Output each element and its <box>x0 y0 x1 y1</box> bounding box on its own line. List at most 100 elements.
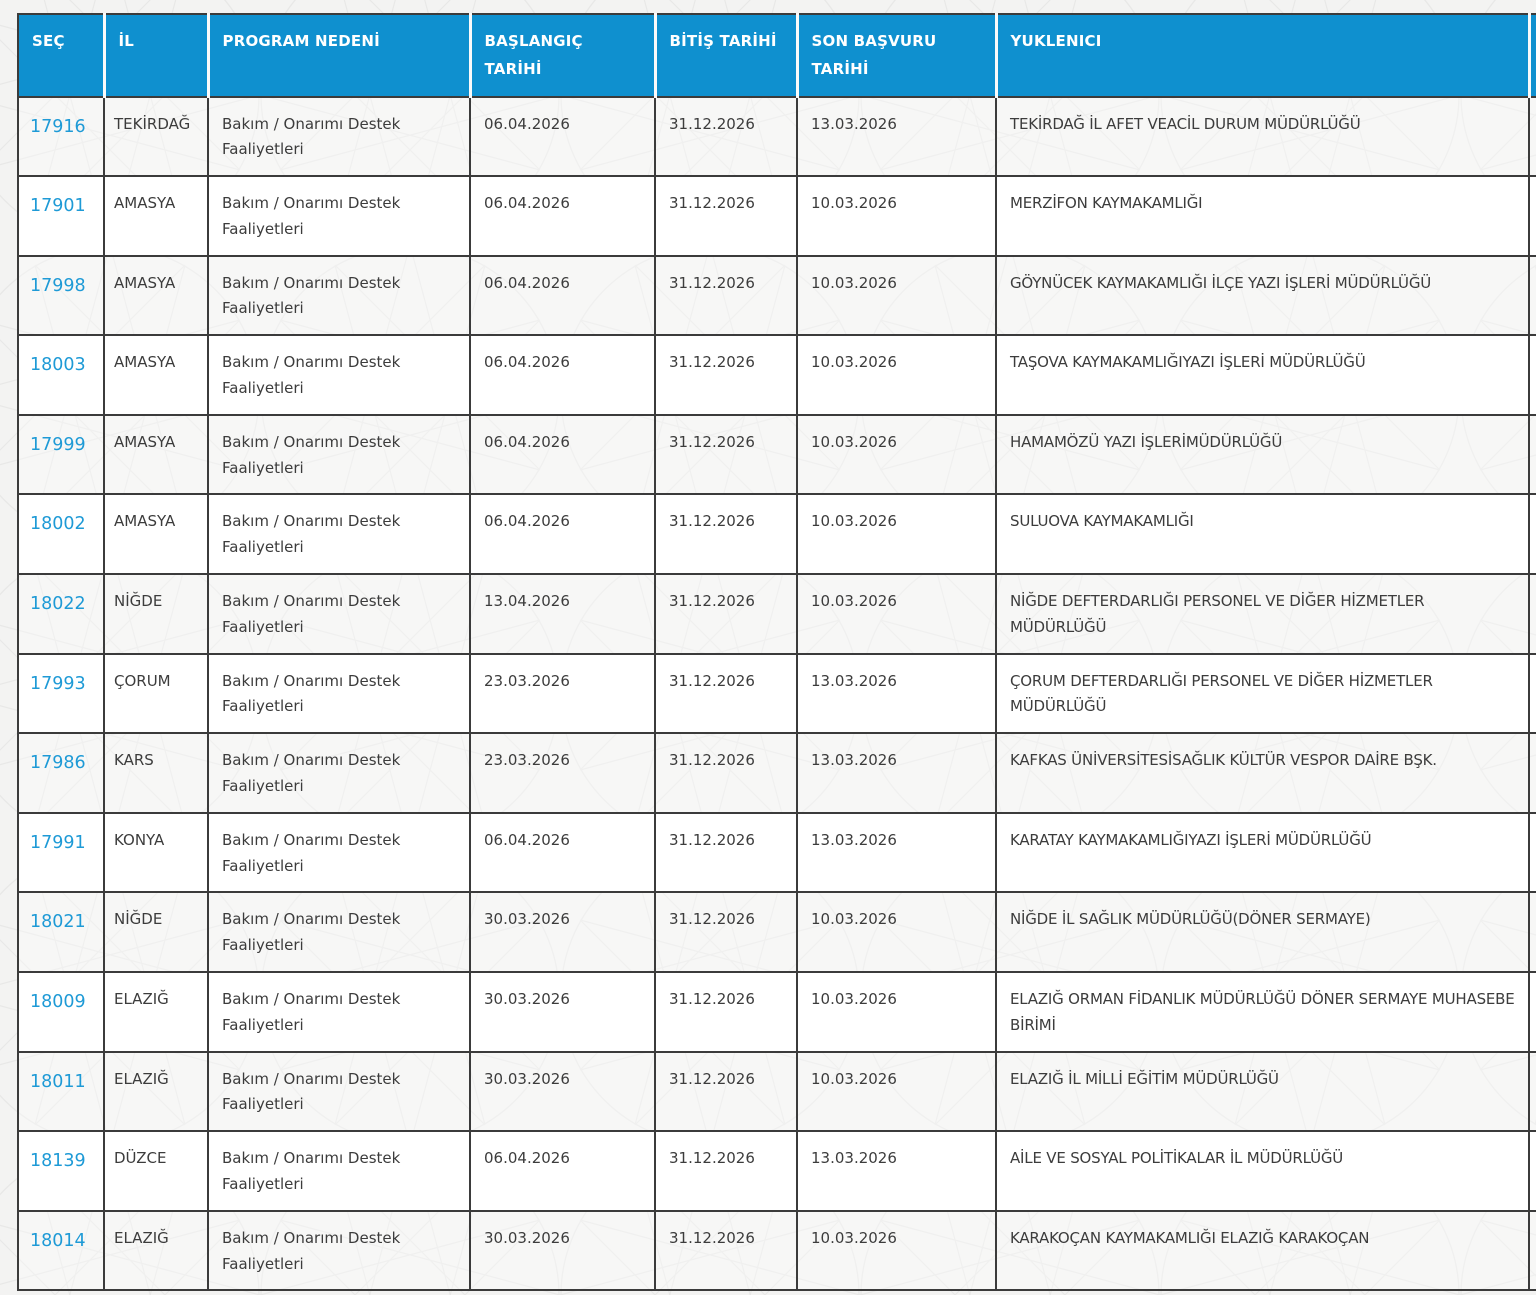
column-header-label: YUKLENICI <box>1010 32 1102 50</box>
cell-baslangic-tarihi: 06.04.2026 <box>469 95 656 178</box>
column-header-bitis-tarihi: BİTİŞ TARİHİ <box>653 14 797 98</box>
cell-bitis-tarihi: 31.12.2026 <box>654 413 798 496</box>
table-row: 18139 DÜZCE Bakım / Onarımı Destek Faali… <box>17 1130 1536 1212</box>
column-header-label: BAŞLANGIÇ TARİHİ <box>484 32 583 78</box>
cell-program-nedeni: Bakım / Onarımı Destek Faaliyetleri <box>207 1130 471 1212</box>
cell-extra <box>1528 573 1536 655</box>
table-row: 18014 ELAZIĞ Bakım / Onarımı Destek Faal… <box>17 1209 1536 1292</box>
column-header-il: İL <box>102 14 208 98</box>
cell-sec: 17991 <box>17 811 105 894</box>
table-row: 17999 AMASYA Bakım / Onarımı Destek Faal… <box>17 413 1536 496</box>
cell-bitis-tarihi: 31.12.2026 <box>654 1050 798 1133</box>
column-header-label: İL <box>118 32 135 50</box>
program-id-link[interactable]: 17901 <box>30 196 86 217</box>
cell-yuklenici: MERZİFON KAYMAKAMLIĞI <box>995 175 1530 257</box>
cell-yuklenici: KARATAY KAYMAKAMLIĞIYAZI İŞLERİ MÜDÜRLÜĞ… <box>995 811 1530 894</box>
program-id-link[interactable]: 18002 <box>30 514 86 535</box>
cell-yuklenici: SULUOVA KAYMAKAMLIĞI <box>995 493 1530 576</box>
table-row: 18002 AMASYA Bakım / Onarımı Destek Faal… <box>17 493 1536 576</box>
cell-il: KONYA <box>103 811 209 894</box>
cell-yuklenici: HAMAMÖZÜ YAZI İŞLERİMÜDÜRLÜĞÜ <box>995 413 1530 496</box>
table-row: 18011 ELAZIĞ Bakım / Onarımı Destek Faal… <box>17 1050 1536 1133</box>
cell-bitis-tarihi: 31.12.2026 <box>654 175 798 257</box>
cell-sec: 18021 <box>17 891 105 974</box>
cell-bitis-tarihi: 31.12.2026 <box>654 891 798 974</box>
cell-extra <box>1528 334 1536 416</box>
cell-bitis-tarihi: 31.12.2026 <box>654 1130 798 1212</box>
cell-yuklenici: ÇORUM DEFTERDARLIĞI PERSONEL VE DİĞER Hİ… <box>995 652 1530 735</box>
column-header-sec: SEÇ <box>18 14 104 98</box>
cell-program-nedeni: Bakım / Onarımı Destek Faaliyetleri <box>207 254 471 337</box>
cell-baslangic-tarihi: 30.03.2026 <box>469 1209 656 1292</box>
column-header-label: SON BAŞVURU TARİHİ <box>811 32 937 78</box>
cell-sec: 17993 <box>17 652 105 735</box>
cell-il: AMASYA <box>103 413 209 496</box>
cell-extra <box>1528 1130 1536 1212</box>
cell-baslangic-tarihi: 30.03.2026 <box>469 891 656 974</box>
table-row: 17901 AMASYA Bakım / Onarımı Destek Faal… <box>17 175 1536 257</box>
cell-sec: 18014 <box>17 1209 105 1292</box>
table-row: 18009 ELAZIĞ Bakım / Onarımı Destek Faal… <box>17 971 1536 1053</box>
cell-program-nedeni: Bakım / Onarımı Destek Faaliyetleri <box>207 95 471 178</box>
cell-baslangic-tarihi: 23.03.2026 <box>469 732 656 814</box>
cell-extra <box>1528 95 1536 178</box>
cell-extra <box>1528 971 1536 1053</box>
program-id-link[interactable]: 17986 <box>30 753 86 774</box>
cell-extra <box>1528 175 1536 257</box>
program-id-link[interactable]: 17916 <box>30 116 86 137</box>
cell-son-basvuru-tarihi: 13.03.2026 <box>796 811 997 894</box>
cell-extra <box>1528 413 1536 496</box>
cell-il: AMASYA <box>103 334 209 416</box>
program-id-link[interactable]: 17991 <box>30 832 86 853</box>
program-id-link[interactable]: 18022 <box>30 594 86 615</box>
cell-baslangic-tarihi: 30.03.2026 <box>469 1050 656 1133</box>
table-header: SEÇ İL PROGRAM NEDENİ BAŞLANGIÇ TARİHİ B… <box>18 14 1536 98</box>
program-id-link[interactable]: 18009 <box>30 992 86 1013</box>
cell-bitis-tarihi: 31.12.2026 <box>654 573 798 655</box>
cell-son-basvuru-tarihi: 13.03.2026 <box>796 1130 997 1212</box>
cell-extra <box>1528 891 1536 974</box>
cell-extra <box>1528 1050 1536 1133</box>
cell-program-nedeni: Bakım / Onarımı Destek Faaliyetleri <box>207 652 471 735</box>
cell-yuklenici: NİĞDE İL SAĞLIK MÜDÜRLÜĞÜ(DÖNER SERMAYE) <box>995 891 1530 974</box>
program-id-link[interactable]: 18003 <box>30 355 86 376</box>
program-id-link[interactable]: 18021 <box>30 912 86 933</box>
column-header-extra <box>1527 14 1536 98</box>
cell-bitis-tarihi: 31.12.2026 <box>654 732 798 814</box>
cell-il: DÜZCE <box>103 1130 209 1212</box>
cell-program-nedeni: Bakım / Onarımı Destek Faaliyetleri <box>207 1209 471 1292</box>
cell-program-nedeni: Bakım / Onarımı Destek Faaliyetleri <box>207 811 471 894</box>
cell-program-nedeni: Bakım / Onarımı Destek Faaliyetleri <box>207 971 471 1053</box>
cell-yuklenici: GÖYNÜCEK KAYMAKAMLIĞI İLÇE YAZI İŞLERİ M… <box>995 254 1530 337</box>
cell-son-basvuru-tarihi: 10.03.2026 <box>796 175 997 257</box>
program-id-link[interactable]: 17993 <box>30 673 86 694</box>
cell-son-basvuru-tarihi: 10.03.2026 <box>796 493 997 576</box>
program-id-link[interactable]: 17999 <box>30 434 86 455</box>
cell-sec: 18011 <box>17 1050 105 1133</box>
cell-yuklenici: ELAZIĞ İL MİLLİ EĞİTİM MÜDÜRLÜĞÜ <box>995 1050 1530 1133</box>
column-header-label: PROGRAM NEDENİ <box>222 32 380 50</box>
cell-sec: 17901 <box>17 175 105 257</box>
programs-table: SEÇ İL PROGRAM NEDENİ BAŞLANGIÇ TARİHİ B… <box>17 13 1536 1292</box>
cell-il: ELAZIĞ <box>103 1209 209 1292</box>
cell-baslangic-tarihi: 06.04.2026 <box>469 334 656 416</box>
column-header-son-basvuru-tarihi: SON BAŞVURU TARİHİ <box>795 14 996 98</box>
cell-program-nedeni: Bakım / Onarımı Destek Faaliyetleri <box>207 573 471 655</box>
cell-baslangic-tarihi: 06.04.2026 <box>469 413 656 496</box>
cell-yuklenici: KAFKAS ÜNİVERSİTESİSAĞLIK KÜLTÜR VESPOR … <box>995 732 1530 814</box>
cell-program-nedeni: Bakım / Onarımı Destek Faaliyetleri <box>207 891 471 974</box>
cell-il: ÇORUM <box>103 652 209 735</box>
table-row: 17986 KARS Bakım / Onarımı Destek Faaliy… <box>17 732 1536 814</box>
cell-son-basvuru-tarihi: 10.03.2026 <box>796 891 997 974</box>
cell-sec: 17998 <box>17 254 105 337</box>
cell-extra <box>1528 493 1536 576</box>
cell-baslangic-tarihi: 06.04.2026 <box>469 811 656 894</box>
program-id-link[interactable]: 18011 <box>30 1071 86 1092</box>
cell-program-nedeni: Bakım / Onarımı Destek Faaliyetleri <box>207 175 471 257</box>
cell-yuklenici: TEKİRDAĞ İL AFET VEACİL DURUM MÜDÜRLÜĞÜ <box>995 95 1530 178</box>
cell-son-basvuru-tarihi: 13.03.2026 <box>796 95 997 178</box>
program-id-link[interactable]: 17998 <box>30 275 86 296</box>
program-id-link[interactable]: 18139 <box>30 1151 86 1172</box>
cell-il: KARS <box>103 732 209 814</box>
program-id-link[interactable]: 18014 <box>30 1230 86 1251</box>
